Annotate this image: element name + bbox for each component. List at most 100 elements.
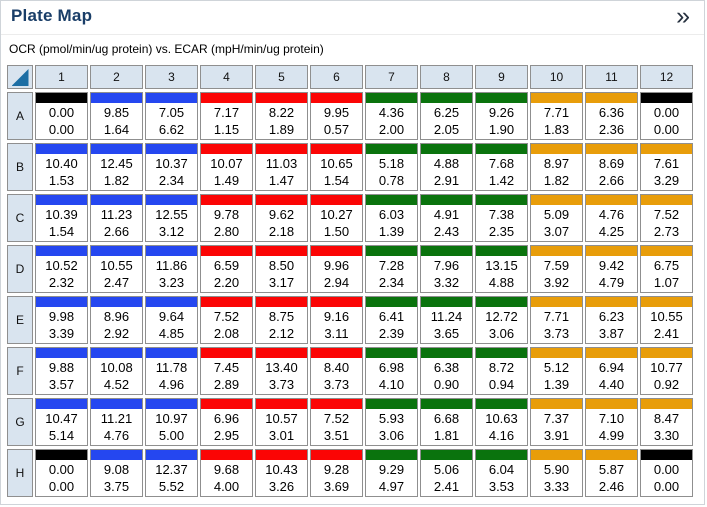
well-cell[interactable]: 7.45 2.89 [200,347,253,395]
row-header[interactable]: F [7,347,33,395]
well-cell[interactable]: 7.52 2.08 [200,296,253,344]
well-cell[interactable]: 9.62 2.18 [255,194,308,242]
column-header[interactable]: 2 [90,65,143,89]
well-cell[interactable]: 9.96 2.94 [310,245,363,293]
well-cell[interactable]: 5.18 0.78 [365,143,418,191]
well-cell[interactable]: 10.55 2.41 [640,296,693,344]
well-cell[interactable]: 11.24 3.65 [420,296,473,344]
well-cell[interactable]: 9.95 0.57 [310,92,363,140]
well-cell[interactable]: 9.88 3.57 [35,347,88,395]
well-cell[interactable]: 9.68 4.00 [200,449,253,497]
well-cell[interactable]: 6.98 4.10 [365,347,418,395]
column-header[interactable]: 6 [310,65,363,89]
well-cell[interactable]: 8.97 1.82 [530,143,583,191]
well-cell[interactable]: 9.16 3.11 [310,296,363,344]
well-cell[interactable]: 9.42 4.79 [585,245,638,293]
well-cell[interactable]: 7.71 3.73 [530,296,583,344]
well-cell[interactable]: 7.52 2.73 [640,194,693,242]
well-cell[interactable]: 7.37 3.91 [530,398,583,446]
well-cell[interactable]: 9.29 4.97 [365,449,418,497]
well-cell[interactable]: 8.47 3.30 [640,398,693,446]
well-cell[interactable]: 8.22 1.89 [255,92,308,140]
well-cell[interactable]: 9.98 3.39 [35,296,88,344]
well-cell[interactable]: 6.38 0.90 [420,347,473,395]
well-cell[interactable]: 7.28 2.34 [365,245,418,293]
well-cell[interactable]: 5.93 3.06 [365,398,418,446]
well-cell[interactable]: 4.88 2.91 [420,143,473,191]
well-cell[interactable]: 5.12 1.39 [530,347,583,395]
well-cell[interactable]: 11.86 3.23 [145,245,198,293]
well-cell[interactable]: 10.39 1.54 [35,194,88,242]
well-cell[interactable]: 7.61 3.29 [640,143,693,191]
double-chevron-right-icon[interactable]: » [676,2,690,30]
well-cell[interactable]: 10.63 4.16 [475,398,528,446]
well-cell[interactable]: 11.21 4.76 [90,398,143,446]
well-cell[interactable]: 9.26 1.90 [475,92,528,140]
well-cell[interactable]: 4.76 4.25 [585,194,638,242]
well-cell[interactable]: 9.78 2.80 [200,194,253,242]
well-cell[interactable]: 7.71 1.83 [530,92,583,140]
well-cell[interactable]: 8.40 3.73 [310,347,363,395]
column-header[interactable]: 10 [530,65,583,89]
column-header[interactable]: 12 [640,65,693,89]
well-cell[interactable]: 9.28 3.69 [310,449,363,497]
well-cell[interactable]: 10.08 4.52 [90,347,143,395]
well-cell[interactable]: 6.94 4.40 [585,347,638,395]
row-header[interactable]: D [7,245,33,293]
well-cell[interactable]: 7.96 3.32 [420,245,473,293]
well-cell[interactable]: 10.97 5.00 [145,398,198,446]
column-header[interactable]: 3 [145,65,198,89]
well-cell[interactable]: 6.59 2.20 [200,245,253,293]
column-header[interactable]: 9 [475,65,528,89]
well-cell[interactable]: 7.52 3.51 [310,398,363,446]
well-cell[interactable]: 10.47 5.14 [35,398,88,446]
well-cell[interactable]: 8.69 2.66 [585,143,638,191]
row-header[interactable]: B [7,143,33,191]
well-cell[interactable]: 5.87 2.46 [585,449,638,497]
column-header[interactable]: 8 [420,65,473,89]
well-cell[interactable]: 10.27 1.50 [310,194,363,242]
well-cell[interactable]: 11.78 4.96 [145,347,198,395]
well-cell[interactable]: 10.55 2.47 [90,245,143,293]
well-cell[interactable]: 6.41 2.39 [365,296,418,344]
well-cell[interactable]: 7.10 4.99 [585,398,638,446]
well-cell[interactable]: 11.03 1.47 [255,143,308,191]
well-cell[interactable]: 8.72 0.94 [475,347,528,395]
well-cell[interactable]: 12.72 3.06 [475,296,528,344]
well-cell[interactable]: 9.08 3.75 [90,449,143,497]
well-cell[interactable]: 12.55 3.12 [145,194,198,242]
well-cell[interactable]: 9.64 4.85 [145,296,198,344]
well-cell[interactable]: 0.00 0.00 [35,92,88,140]
well-cell[interactable]: 5.09 3.07 [530,194,583,242]
well-cell[interactable]: 9.85 1.64 [90,92,143,140]
column-header[interactable]: 4 [200,65,253,89]
well-cell[interactable]: 7.59 3.92 [530,245,583,293]
well-cell[interactable]: 8.50 3.17 [255,245,308,293]
well-cell[interactable]: 8.96 2.92 [90,296,143,344]
well-cell[interactable]: 6.03 1.39 [365,194,418,242]
well-cell[interactable]: 11.23 2.66 [90,194,143,242]
well-cell[interactable]: 10.37 2.34 [145,143,198,191]
column-header[interactable]: 7 [365,65,418,89]
column-header[interactable]: 11 [585,65,638,89]
well-cell[interactable]: 4.36 2.00 [365,92,418,140]
well-cell[interactable]: 0.00 0.00 [640,92,693,140]
well-cell[interactable]: 7.38 2.35 [475,194,528,242]
well-cell[interactable]: 6.36 2.36 [585,92,638,140]
well-cell[interactable]: 10.40 1.53 [35,143,88,191]
select-all-corner[interactable] [7,65,33,89]
column-header[interactable]: 1 [35,65,88,89]
well-cell[interactable]: 10.65 1.54 [310,143,363,191]
well-cell[interactable]: 13.40 3.73 [255,347,308,395]
well-cell[interactable]: 6.25 2.05 [420,92,473,140]
well-cell[interactable]: 5.06 2.41 [420,449,473,497]
well-cell[interactable]: 4.91 2.43 [420,194,473,242]
well-cell[interactable]: 10.77 0.92 [640,347,693,395]
row-header[interactable]: H [7,449,33,497]
well-cell[interactable]: 6.68 1.81 [420,398,473,446]
well-cell[interactable]: 0.00 0.00 [35,449,88,497]
row-header[interactable]: A [7,92,33,140]
well-cell[interactable]: 10.57 3.01 [255,398,308,446]
row-header[interactable]: E [7,296,33,344]
row-header[interactable]: C [7,194,33,242]
